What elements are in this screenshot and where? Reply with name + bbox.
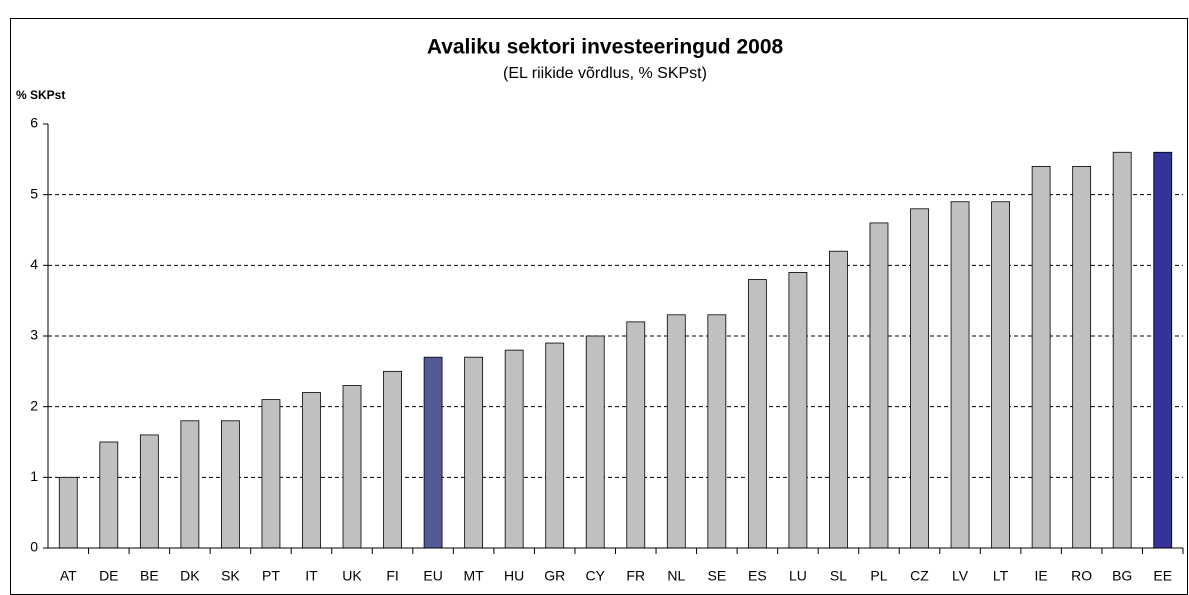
bar (504, 349, 524, 549)
x-tick-label: DK (180, 568, 200, 584)
x-tick-label: RO (1071, 568, 1092, 584)
x-tick-label: PT (262, 568, 280, 584)
x-tick-label: NL (667, 568, 685, 584)
x-tick-label: BG (1112, 568, 1132, 584)
bar (180, 420, 200, 549)
x-tick-label: AT (60, 568, 77, 584)
x-tick-label: PL (870, 568, 887, 584)
chart-title: Avaliku sektori investeeringud 2008 (427, 36, 784, 59)
y-tick-label: 6 (30, 115, 38, 131)
x-tick-label: LT (993, 568, 1009, 584)
x-tick-label: CY (586, 568, 606, 584)
x-tick-label: SK (221, 568, 240, 584)
bar (869, 222, 889, 549)
bar (585, 335, 605, 549)
x-tick-label: BE (140, 568, 159, 584)
bar (626, 321, 646, 549)
y-tick-label: 1 (30, 468, 38, 484)
bar (423, 356, 443, 549)
bar (707, 314, 727, 549)
y-tick-label: 0 (30, 539, 38, 555)
bar (666, 314, 686, 549)
bar (788, 271, 808, 549)
bar (545, 342, 565, 549)
x-tick-label: DE (99, 568, 118, 584)
x-tick-label: LU (789, 568, 807, 584)
x-tick-label: CZ (910, 568, 929, 584)
x-tick-label: GR (544, 568, 565, 584)
bar (1072, 165, 1092, 549)
x-tick-label: FR (626, 568, 645, 584)
x-tick-label: UK (342, 568, 362, 584)
bar (1153, 151, 1173, 549)
x-tick-label: HU (504, 568, 524, 584)
bar (910, 208, 929, 549)
x-tick-label: EU (423, 568, 442, 584)
bar (58, 476, 78, 549)
bar (991, 201, 1010, 549)
bar (139, 434, 159, 549)
x-tick-label: IE (1035, 568, 1048, 584)
x-tick-label: SL (830, 568, 847, 584)
bar (261, 399, 281, 549)
bar (950, 201, 970, 549)
x-tick-label: IT (305, 568, 318, 584)
x-tick-label: SE (707, 568, 726, 584)
x-tick-label: ES (748, 568, 767, 584)
y-tick-label: 4 (30, 256, 38, 272)
bar (1112, 151, 1132, 549)
chart-subtitle: (EL riikide võrdlus, % SKPst) (503, 65, 707, 82)
y-tick-label: 5 (30, 185, 38, 201)
bar (829, 250, 848, 549)
y-tick-label: 2 (30, 397, 38, 413)
bar (342, 385, 362, 549)
y-axis-label: % SKPst (16, 88, 65, 102)
x-tick-label: EE (1153, 568, 1172, 584)
bar (1031, 165, 1051, 549)
bar (221, 420, 240, 549)
y-tick-label: 3 (30, 327, 38, 343)
bar (464, 356, 484, 549)
bar (383, 370, 402, 549)
x-tick-label: MT (464, 568, 485, 584)
bar (302, 392, 321, 549)
bar (747, 279, 767, 549)
bar (99, 441, 119, 549)
x-tick-label: LV (952, 568, 969, 584)
x-tick-label: FI (386, 568, 398, 584)
